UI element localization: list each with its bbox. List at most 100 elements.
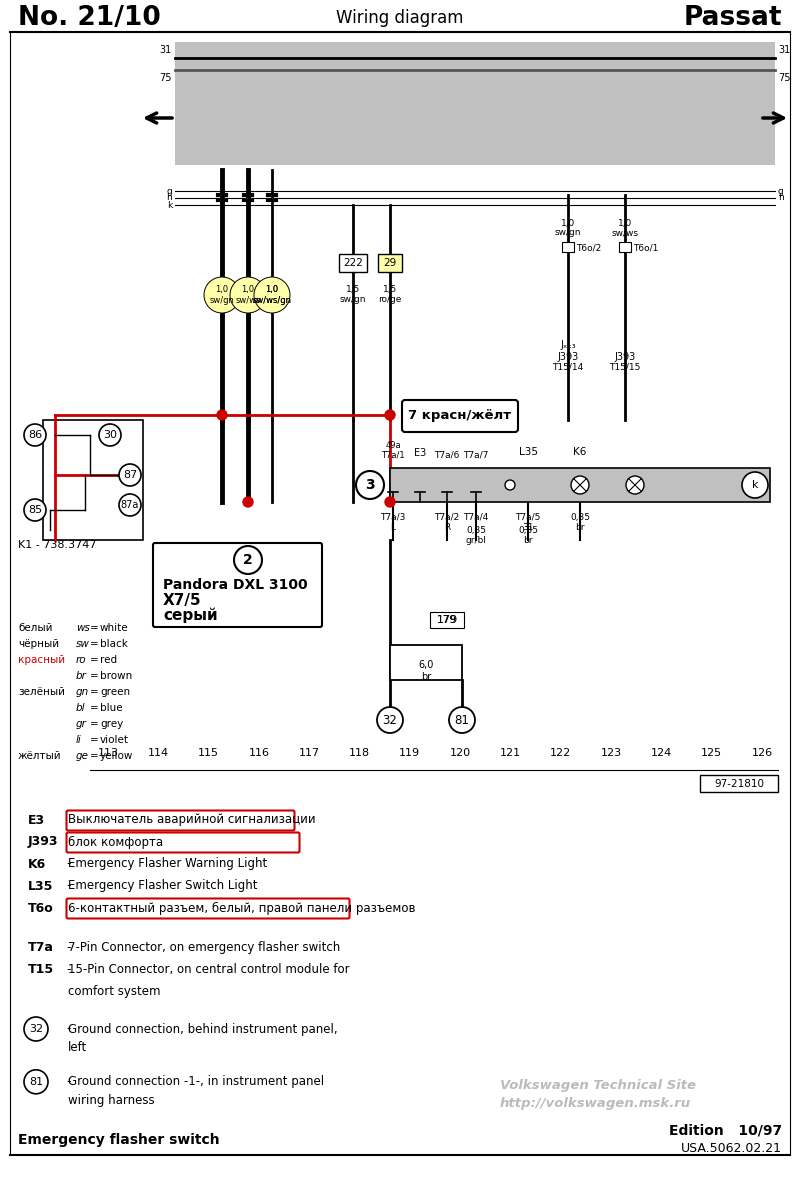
Circle shape: [626, 476, 644, 495]
Text: жёлтый: жёлтый: [18, 751, 62, 761]
FancyBboxPatch shape: [66, 833, 299, 853]
Text: 31: 31: [778, 45, 790, 55]
Text: g: g: [166, 186, 172, 196]
Text: No. 21/10: No. 21/10: [18, 5, 161, 31]
Text: 115: 115: [198, 748, 219, 758]
Text: =: =: [90, 735, 98, 745]
Circle shape: [742, 472, 768, 498]
Text: blue: blue: [100, 703, 122, 713]
Text: 118: 118: [349, 748, 370, 758]
Text: h: h: [778, 193, 784, 203]
Text: J393: J393: [614, 352, 636, 362]
Text: =: =: [90, 623, 98, 633]
Text: red: red: [100, 655, 117, 665]
Text: блок комфорта: блок комфорта: [68, 835, 163, 848]
Text: brown: brown: [100, 671, 132, 681]
Text: Emergency Flasher Switch Light: Emergency Flasher Switch Light: [68, 880, 258, 893]
Bar: [339, 254, 367, 272]
Text: T6o/1: T6o/1: [633, 243, 658, 253]
Text: -: -: [66, 901, 70, 914]
Text: green: green: [100, 687, 130, 697]
Bar: [390, 645, 462, 680]
Text: 75: 75: [778, 74, 790, 83]
Text: T7a/5
31: T7a/5 31: [515, 514, 541, 533]
Circle shape: [217, 410, 227, 420]
Text: 1,0
sw/ws/gn: 1,0 sw/ws/gn: [253, 286, 291, 305]
Text: 7-Pin Connector, on emergency flasher switch: 7-Pin Connector, on emergency flasher sw…: [68, 942, 340, 954]
Text: Jₓₓ₃: Jₓₓ₃: [560, 340, 576, 350]
Text: T7a/3
L: T7a/3 L: [380, 514, 406, 533]
Circle shape: [243, 497, 253, 506]
Text: 87a: 87a: [121, 500, 139, 510]
Text: Emergency Flasher Warning Light: Emergency Flasher Warning Light: [68, 857, 267, 871]
Text: зелёный: зелёный: [18, 687, 65, 697]
Text: T15/15: T15/15: [610, 362, 641, 371]
Text: 6,0
br: 6,0 br: [418, 659, 434, 682]
Text: 121: 121: [500, 748, 521, 758]
Circle shape: [254, 278, 290, 313]
Text: чёрный: чёрный: [18, 639, 59, 649]
Text: 15-Pin Connector, on central control module for: 15-Pin Connector, on central control mod…: [68, 963, 350, 976]
FancyBboxPatch shape: [153, 543, 322, 627]
Text: Pandora DXL 3100: Pandora DXL 3100: [163, 578, 308, 592]
Text: 117: 117: [298, 748, 320, 758]
Circle shape: [24, 1070, 48, 1093]
Text: 1,5
ro/ge: 1,5 ro/ge: [378, 285, 402, 305]
Text: =: =: [90, 719, 98, 729]
Text: 75: 75: [159, 74, 172, 83]
Text: sw: sw: [76, 639, 90, 649]
Text: 1,0
sw/gn: 1,0 sw/gn: [210, 286, 234, 305]
FancyBboxPatch shape: [66, 899, 350, 918]
Text: g: g: [778, 186, 784, 196]
Text: h: h: [166, 193, 172, 203]
Text: 125: 125: [701, 748, 722, 758]
Text: Passat: Passat: [683, 5, 782, 31]
Text: left: left: [68, 1041, 87, 1054]
Text: violet: violet: [100, 735, 129, 745]
Text: gn: gn: [76, 687, 90, 697]
Text: 97-21810: 97-21810: [714, 779, 764, 789]
Text: E3: E3: [28, 814, 45, 827]
Bar: [700, 774, 778, 792]
Text: grey: grey: [100, 719, 123, 729]
Text: 126: 126: [751, 748, 773, 758]
Circle shape: [385, 410, 395, 420]
Text: -: -: [66, 942, 70, 954]
Text: 86: 86: [28, 431, 42, 440]
Circle shape: [385, 497, 395, 506]
Text: li: li: [76, 735, 82, 745]
Bar: [43, 420, 143, 540]
Text: T7a/2
R: T7a/2 R: [434, 514, 460, 533]
Text: K6: K6: [28, 857, 46, 871]
Text: =: =: [90, 751, 98, 761]
Text: 179: 179: [437, 616, 457, 625]
Text: 123: 123: [601, 748, 622, 758]
Bar: [562, 242, 574, 251]
Text: красный: красный: [18, 655, 65, 665]
Text: 49a
T7a/1: 49a T7a/1: [381, 441, 405, 460]
Circle shape: [505, 480, 515, 490]
Text: white: white: [100, 623, 129, 633]
Text: 0,35
gr/bl: 0,35 gr/bl: [466, 527, 486, 546]
Circle shape: [119, 495, 141, 516]
Text: 120: 120: [450, 748, 470, 758]
Text: -: -: [66, 857, 70, 871]
FancyBboxPatch shape: [402, 400, 518, 432]
Text: 1,0
sw/ws: 1,0 sw/ws: [235, 286, 261, 305]
Text: Выключатель аварийной сигнализации: Выключатель аварийной сигнализации: [68, 814, 316, 827]
Text: X7/5: X7/5: [163, 593, 202, 607]
Text: black: black: [100, 639, 128, 649]
Text: T7a/6: T7a/6: [434, 451, 460, 460]
Text: 0,35
br: 0,35 br: [518, 527, 538, 546]
Text: 114: 114: [148, 748, 169, 758]
Text: T6o/2: T6o/2: [576, 243, 602, 253]
Text: bl: bl: [76, 703, 86, 713]
Text: 7 красн/жёлт: 7 красн/жёлт: [409, 408, 511, 421]
Bar: [430, 612, 464, 629]
Text: серый: серый: [163, 607, 218, 623]
Bar: [175, 42, 775, 165]
Text: 124: 124: [650, 748, 672, 758]
Circle shape: [377, 707, 403, 733]
Bar: [378, 254, 402, 272]
Circle shape: [571, 476, 589, 495]
